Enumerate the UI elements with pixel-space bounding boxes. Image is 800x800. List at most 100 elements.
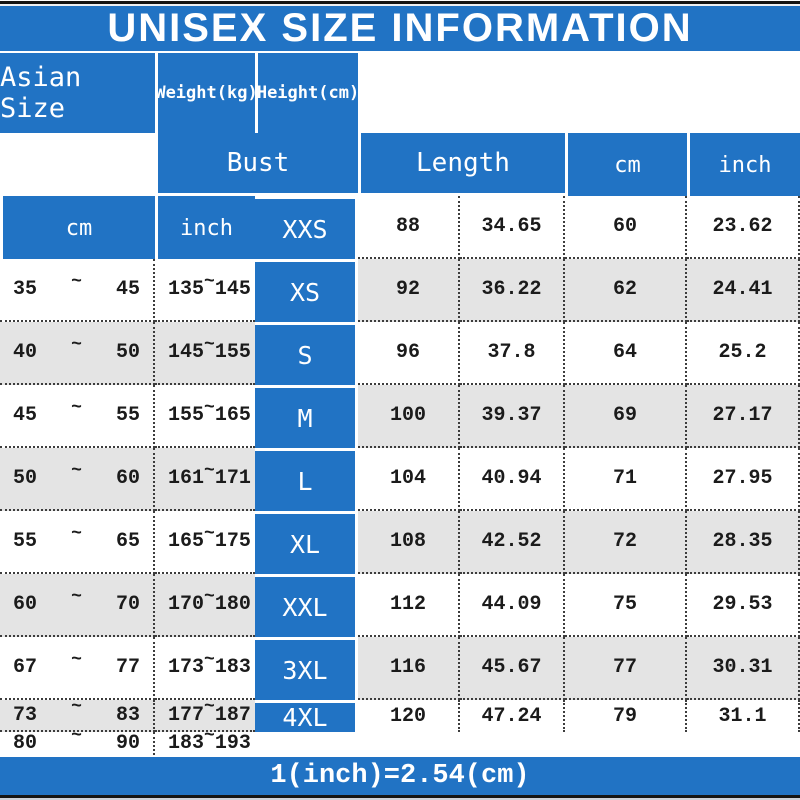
cell-weight-range: 45 ~55 [0, 385, 155, 449]
top-margin [0, 0, 800, 2]
cell-bust-inch: 37.8 [460, 322, 565, 386]
height-min: 135 [168, 278, 205, 302]
top-border-bar [0, 1, 800, 5]
tilde-separator: ~ [71, 586, 82, 607]
weight-min: 80 [13, 732, 38, 756]
weight-min: 35 [13, 278, 38, 302]
tilde-separator: ~ [71, 523, 82, 544]
height-min: 161 [168, 467, 205, 491]
cell-bust-cm: 108 [358, 511, 460, 575]
cell-weight-range: 60 ~70 [0, 574, 155, 638]
height-max: 155 [214, 341, 251, 365]
row-label-xs: XS [255, 259, 358, 323]
subheader-length-cm: cm [0, 196, 155, 260]
cell-bust-cm: 112 [358, 574, 460, 638]
cell-weight-range: 50 ~60 [0, 448, 155, 512]
cell-weight-range: 40 ~50 [0, 322, 155, 386]
cell-bust-cm: 100 [358, 385, 460, 449]
row-label-3xl: 3XL [255, 637, 358, 701]
weight-max: 60 [115, 467, 140, 491]
cell-weight-range: 55 ~65 [0, 511, 155, 575]
cell-length-cm: 69 [565, 385, 687, 449]
tilde-separator: ~ [71, 334, 82, 355]
weight-max: 70 [115, 593, 140, 617]
height-min: 170 [168, 593, 205, 617]
title-divider [0, 50, 800, 54]
weight-max: 77 [115, 656, 140, 680]
weight-max: 83 [115, 703, 140, 727]
cell-length-inch: 23.62 [687, 196, 800, 260]
cell-length-cm: 62 [565, 259, 687, 323]
cell-length-inch: 30.31 [687, 637, 800, 701]
chart-title: UNISEX SIZE INFORMATION [107, 5, 693, 50]
row-label-4xl: 4XL [255, 700, 358, 733]
height-max: 175 [214, 530, 251, 554]
weight-max: 55 [115, 404, 140, 428]
cell-bust-inch: 36.22 [460, 259, 565, 323]
height-max: 180 [214, 593, 251, 617]
tilde-separator: ~ [71, 271, 82, 292]
cell-weight-range: 80 ~90 [0, 726, 155, 756]
column-header-length: Length [358, 133, 565, 197]
tilde-separator: ~ [71, 649, 82, 670]
height-min: 155 [168, 404, 205, 428]
tilde-separator: ~ [71, 725, 82, 746]
weight-min: 50 [13, 467, 38, 491]
subheader-length-inch: inch [155, 196, 255, 260]
cell-bust-cm: 92 [358, 259, 460, 323]
size-table: Asian Size Bust Length Weight(kg) Height… [0, 53, 800, 756]
tilde-separator: ~ [204, 586, 215, 607]
subheader-bust-inch: inch [687, 133, 800, 197]
weight-max: 65 [115, 530, 140, 554]
tilde-separator: ~ [204, 697, 215, 718]
cell-height-range: 173 ~183 [155, 637, 255, 701]
cell-height-range: 170 ~180 [155, 574, 255, 638]
height-max: 187 [214, 703, 251, 727]
column-header-asian-size: Asian Size [0, 53, 155, 134]
height-max: 171 [214, 467, 251, 491]
column-header-height: Height(cm) [255, 53, 359, 134]
tilde-separator: ~ [204, 725, 215, 746]
cell-height-range: 155 ~165 [155, 385, 255, 449]
cell-height-range: 161 ~171 [155, 448, 255, 512]
row-label-l: L [255, 448, 358, 512]
column-header-weight: Weight(kg) [155, 53, 258, 134]
height-min: 177 [168, 703, 205, 727]
cell-bust-inch: 42.52 [460, 511, 565, 575]
height-min: 165 [168, 530, 205, 554]
cell-weight-range: 73 ~83 [0, 697, 155, 733]
cell-length-cm: 64 [565, 322, 687, 386]
height-max: 145 [214, 278, 251, 302]
cell-height-range: 177 ~187 [155, 697, 255, 733]
cell-length-inch: 31.1 [687, 700, 800, 733]
conversion-note: 1(inch)=2.54(cm) [270, 761, 530, 792]
top-border-highlight [0, 4, 800, 6]
cell-length-inch: 27.95 [687, 448, 800, 512]
tilde-separator: ~ [71, 697, 82, 718]
weight-min: 55 [13, 530, 38, 554]
weight-min: 60 [13, 593, 38, 617]
cell-bust-cm: 96 [358, 322, 460, 386]
row-label-s: S [255, 322, 358, 386]
bottom-margin [0, 798, 800, 800]
tilde-separator: ~ [204, 523, 215, 544]
subheader-bust-cm: cm [565, 133, 687, 197]
cell-height-range: 183 ~193 [155, 726, 255, 756]
tilde-separator: ~ [204, 271, 215, 292]
tilde-separator: ~ [204, 334, 215, 355]
cell-length-inch: 24.41 [687, 259, 800, 323]
cell-height-range: 135 ~145 [155, 259, 255, 323]
height-min: 145 [168, 341, 205, 365]
weight-min: 73 [13, 703, 38, 727]
row-label-m: M [255, 385, 358, 449]
cell-length-inch: 25.2 [687, 322, 800, 386]
cell-bust-inch: 45.67 [460, 637, 565, 701]
height-max: 193 [214, 732, 251, 756]
cell-bust-cm: 104 [358, 448, 460, 512]
weight-max: 90 [115, 732, 140, 756]
height-max: 165 [214, 404, 251, 428]
height-max: 183 [214, 656, 251, 680]
column-header-bust: Bust [155, 133, 358, 197]
height-min: 173 [168, 656, 205, 680]
title-bar: UNISEX SIZE INFORMATION [0, 5, 800, 51]
